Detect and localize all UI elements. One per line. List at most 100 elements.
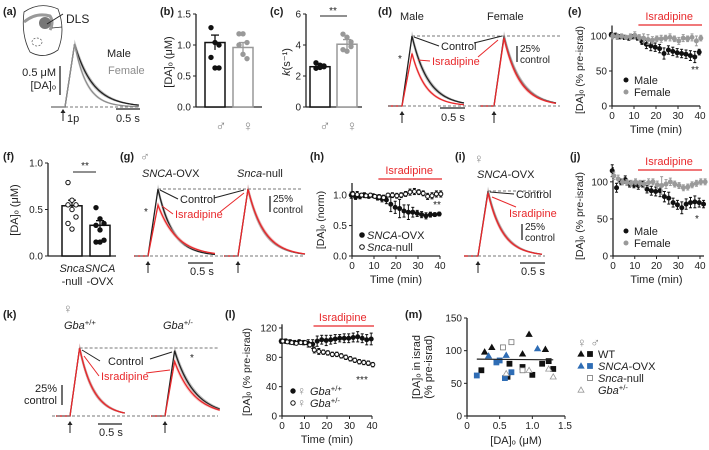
sex-symbol: ♀	[474, 151, 484, 166]
data-point	[97, 216, 103, 222]
legend-label: SNCA-OVX	[598, 361, 656, 373]
data-point	[244, 55, 250, 62]
trace-isradipine	[224, 188, 306, 257]
control-pointer	[213, 189, 245, 199]
isradipine-pointer	[145, 369, 171, 374]
isradipine-pointer	[417, 59, 431, 62]
data-point-1	[654, 182, 660, 188]
trace-isradipine	[134, 202, 216, 257]
significance-marker: *	[398, 54, 402, 65]
x-tick-label: 0	[464, 421, 470, 432]
trace-control-sem-band	[480, 31, 556, 107]
data-point-1	[685, 184, 691, 190]
scatter-point-female	[502, 351, 510, 358]
scatter-point-female	[544, 365, 553, 372]
legend-label-part: WT	[598, 349, 615, 361]
data-point	[216, 42, 222, 48]
x-tick-label: 0.5	[493, 421, 507, 432]
data-point	[340, 31, 346, 37]
data-point-0	[314, 338, 320, 344]
y-tick-label: 0	[456, 412, 462, 423]
legend-label: Female	[634, 238, 671, 250]
legend-sex-header: ♀ ♂	[577, 335, 600, 350]
isradipine-pointer	[161, 205, 174, 215]
panel-label-f: (f)	[3, 151, 14, 163]
significance-marker: *	[144, 207, 148, 218]
data-point-1	[693, 180, 699, 186]
panel-label-i: (i)	[455, 151, 466, 163]
scale-x-label: 0.5 s	[441, 112, 465, 124]
group-title-part: SNCA	[477, 169, 508, 181]
x-tick-label: 20	[390, 261, 402, 272]
data-point-1	[633, 179, 639, 185]
data-point	[93, 222, 99, 229]
y-axis-label: [DA]ₒ (norm)	[315, 191, 327, 249]
legend-label-part: Gba	[310, 386, 331, 398]
scale-y-label: 25%	[520, 44, 540, 55]
y-tick-label: 50	[596, 67, 608, 78]
scatter-point-male	[545, 358, 552, 365]
data-point	[236, 42, 242, 48]
data-point-0	[397, 206, 403, 212]
legend-label: Gba+/-	[598, 383, 628, 398]
y-tick-label: 0	[602, 252, 608, 263]
data-point-1	[649, 37, 655, 43]
data-point-0	[341, 335, 347, 341]
scatter-point-male	[473, 372, 480, 379]
data-point-1	[620, 179, 625, 185]
scatter-point-male	[478, 367, 485, 374]
group-title-part: -null	[262, 168, 283, 180]
category-female: ♀	[242, 118, 253, 135]
data-point-1	[298, 340, 304, 346]
data-point-0	[674, 50, 680, 56]
legend-marker	[623, 240, 629, 246]
x-tick-label: 30	[673, 261, 685, 272]
y-tick-label: 100	[445, 346, 462, 357]
data-point-1	[641, 35, 647, 41]
panel-label-a: (a)	[3, 6, 17, 18]
data-point	[240, 51, 246, 57]
data-point-1	[628, 180, 634, 186]
data-point-1	[293, 340, 299, 346]
data-point-0	[436, 211, 442, 217]
legend-sex-symbol: ♀	[297, 396, 306, 410]
data-point-0	[405, 209, 411, 215]
category-male: ♂	[215, 118, 226, 135]
data-point-1	[614, 34, 620, 40]
y-axis-label: k(s⁻¹)	[281, 48, 293, 76]
x-tick-label: 0	[279, 421, 285, 432]
data-point-1	[361, 359, 367, 365]
data-point-1	[350, 191, 356, 197]
x-tick-label: 30	[412, 261, 424, 272]
data-point-1	[316, 348, 322, 354]
data-point-0	[701, 201, 707, 207]
data-point-0	[679, 51, 685, 56]
legend-label-part: Snca	[367, 242, 392, 254]
group-title-part: -OVX	[173, 168, 201, 180]
data-point-0	[328, 337, 334, 343]
data-point-0	[323, 337, 329, 343]
data-point-1	[667, 179, 673, 185]
trace-control	[480, 35, 557, 107]
data-point-1	[693, 38, 699, 44]
legend-female: Female	[108, 65, 145, 77]
data-point-0	[696, 49, 702, 55]
scale-y-label-2: control	[273, 205, 303, 216]
data-point-0	[350, 335, 356, 341]
x-axis-label: Time (min)	[301, 434, 353, 446]
data-point-1	[685, 36, 691, 42]
data-point-1	[667, 34, 673, 40]
data-point	[240, 31, 246, 37]
group-title: Gba+/+	[64, 318, 96, 333]
scale-x-label: 0.5 s	[190, 266, 214, 278]
data-point	[65, 202, 71, 208]
trace-isradipine-sem-band	[151, 357, 220, 416]
scatter-point-male	[508, 339, 515, 346]
data-point-1	[311, 347, 317, 353]
scatter-point-female	[525, 330, 533, 337]
category-label: Snca	[59, 263, 84, 275]
scatter-point-male	[508, 369, 515, 376]
data-point-1	[363, 193, 369, 199]
data-point-1	[280, 338, 286, 344]
